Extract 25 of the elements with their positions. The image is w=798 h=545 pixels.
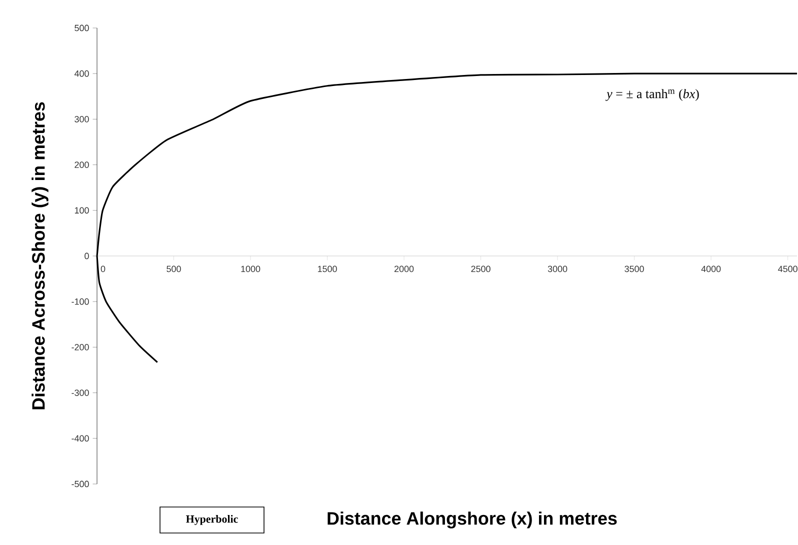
- x-tick-label: 2500: [471, 266, 490, 272]
- y-axis-title: Distance Across-Shore (y) in metres: [32, 102, 48, 410]
- x-tick-label: 1500: [318, 266, 337, 272]
- x-tick-label: 500: [166, 266, 181, 272]
- text: Hyperbolic: [186, 515, 238, 525]
- y-tick-label: -200: [72, 344, 89, 350]
- x-tick-label: 4000: [701, 266, 721, 272]
- x-tick-label: 2000: [394, 266, 414, 272]
- y-tick-label: 100: [74, 207, 89, 214]
- y-tick-label: 400: [74, 70, 89, 77]
- y-tick-label: -100: [72, 298, 89, 305]
- x-tick-label: 0: [100, 266, 106, 272]
- y-tick-label: -300: [72, 390, 89, 396]
- annotation: y = ± a tanh$^{m}$ (bx): [606, 89, 699, 101]
- y-tick-label: 200: [74, 162, 89, 168]
- y-tick-label: 300: [74, 116, 89, 122]
- x-axis-title: Distance Alongshore (x) in metres: [328, 512, 617, 528]
- x-tick-label: 3000: [548, 266, 568, 272]
- x-tick-label: 1000: [241, 266, 260, 272]
- y-tick-label: 500: [74, 24, 89, 32]
- y-tick-label: -500: [72, 480, 89, 488]
- x-tick-label: 4500: [778, 266, 798, 272]
- y-tick-label: 0: [84, 252, 89, 260]
- y-tick-label: -400: [72, 435, 89, 442]
- x-tick-label: 3500: [624, 266, 644, 272]
